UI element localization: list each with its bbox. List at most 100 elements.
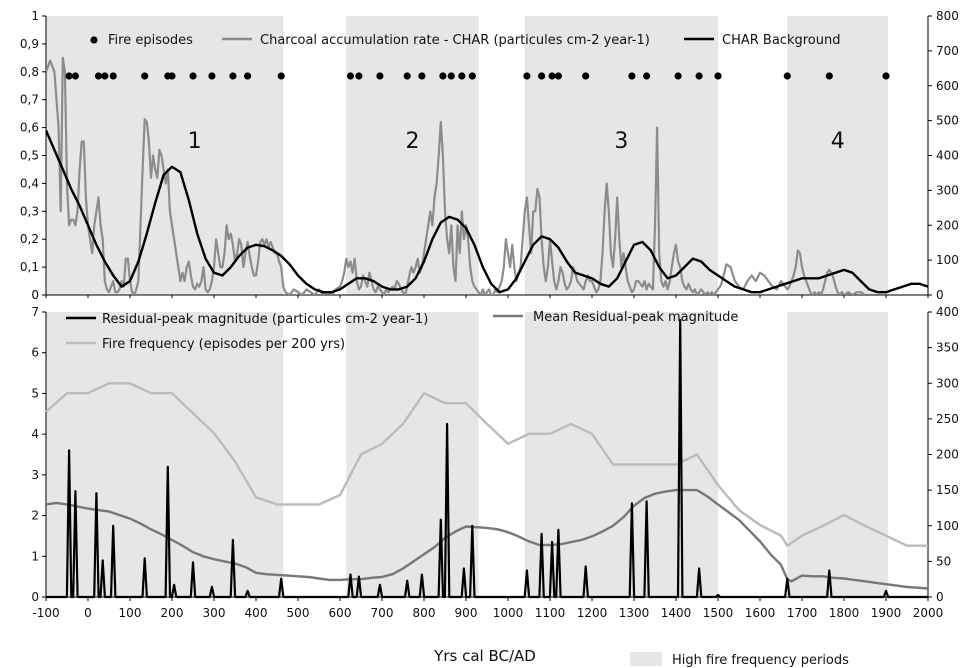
- fire-episode-point-13: [346, 72, 355, 80]
- fire-episode-point-0: [65, 72, 73, 80]
- x-tick-label-14: 1300: [619, 606, 650, 620]
- bottom-right-tick-label-8: 400: [936, 305, 959, 319]
- fire-episode-point-21: [468, 72, 476, 80]
- residual-peak-line: [46, 319, 928, 599]
- fire-episode-point-27: [628, 72, 636, 80]
- mean-residual-line: [45, 488, 929, 590]
- fire-episode-point-15: [376, 72, 384, 80]
- top-left-tick-label-8: 0,8: [20, 65, 39, 79]
- bottom-right-tick-label-5: 250: [936, 412, 959, 426]
- fire-episode-point-5: [141, 72, 149, 80]
- top-left-tick-label-6: 0,6: [20, 121, 39, 135]
- period-label-4: 4: [831, 129, 845, 154]
- x-tick-label-8: 700: [371, 606, 394, 620]
- top-left-tick-label-1: 0,1: [20, 260, 39, 274]
- x-tick-label-3: 200: [161, 606, 184, 620]
- x-axis-label: Yrs cal BC/AD: [433, 647, 536, 665]
- fire-episode-point-25: [554, 72, 563, 80]
- fire-episode-point-28: [643, 72, 651, 80]
- bottom-right-tick-label-7: 350: [936, 341, 959, 355]
- fire-episode-point-26: [582, 72, 590, 80]
- period-band-top-4: [787, 16, 889, 295]
- x-tick-label-7: 600: [329, 606, 352, 620]
- fire-episode-point-32: [783, 72, 791, 80]
- x-tick-label-1: 0: [84, 606, 92, 620]
- period-legend-swatch: [630, 652, 662, 666]
- fire-episode-point-22: [523, 72, 531, 80]
- top-left-tick-label-3: 0,3: [20, 204, 39, 218]
- fire-episode-point-11: [244, 72, 252, 80]
- x-tick-label-6: 500: [287, 606, 310, 620]
- top-right-tick-label-0: 0: [936, 288, 944, 302]
- x-tick-label-10: 900: [455, 606, 478, 620]
- fire-episode-point-31: [714, 72, 722, 80]
- fire-episode-point-18: [439, 72, 447, 80]
- fire-episode-point-2: [94, 72, 103, 80]
- x-tick-label-15: 1400: [661, 606, 692, 620]
- x-tick-label-21: 2000: [913, 606, 944, 620]
- x-tick-label-4: 300: [203, 606, 226, 620]
- x-tick-label-12: 1100: [535, 606, 566, 620]
- period-label-3: 3: [614, 129, 628, 154]
- fire-episode-point-8: [189, 72, 197, 80]
- x-tick-label-5: 400: [245, 606, 268, 620]
- period-legend: High fire frequency periods: [630, 652, 849, 668]
- legend-background: CHAR Background: [722, 33, 840, 48]
- top-right-tick-label-5: 500: [936, 114, 959, 128]
- fire-episode-point-33: [825, 72, 833, 80]
- top-left-tick-label-5: 0,5: [20, 149, 39, 163]
- fire-episode-point-9: [208, 72, 216, 80]
- fire-episode-point-4: [109, 72, 117, 80]
- bottom-right-tick-label-3: 150: [936, 483, 959, 497]
- fire-episode-point-12: [277, 72, 285, 80]
- top-right-tick-label-1: 100: [936, 253, 959, 267]
- legend-char: Charcoal accumulation rate - CHAR (parti…: [260, 33, 650, 48]
- x-tick-label-17: 1600: [745, 606, 776, 620]
- legend-residual: Residual-peak magnitude (particules cm-2…: [102, 312, 428, 327]
- period-legend-label: High fire frequency periods: [672, 653, 849, 668]
- bottom-left-tick-label-3: 3: [31, 468, 39, 482]
- fire-episode-point-17: [418, 72, 426, 80]
- period-band-bottom-4: [787, 312, 889, 597]
- bottom-left-tick-label-0: 0: [31, 590, 39, 604]
- period-band-bottom-3: [524, 312, 718, 597]
- char-line: [46, 56, 866, 295]
- top-right-tick-label-4: 400: [936, 149, 959, 163]
- bottom-right-tick-label-2: 100: [936, 519, 959, 533]
- fire-episode-point-23: [538, 72, 546, 80]
- legend-fire-episodes: Fire episodes: [108, 33, 193, 48]
- fire-episode-point-24: [548, 72, 556, 80]
- period-band-bottom-1: [46, 312, 284, 597]
- bottom-left-tick-label-4: 4: [31, 427, 39, 441]
- bottom-panel-series: [45, 319, 929, 599]
- x-tick-label-11: 1000: [493, 606, 524, 620]
- x-tick-label-2: 100: [119, 606, 142, 620]
- fire-episode-point-29: [674, 72, 682, 80]
- x-tick-label-20: 1900: [871, 606, 902, 620]
- bottom-right-tick-label-1: 50: [936, 554, 951, 568]
- fire-episode-point-1: [71, 72, 79, 80]
- fire-episode-point-19: [447, 72, 455, 80]
- x-tick-label-18: 1700: [787, 606, 818, 620]
- bottom-left-tick-label-2: 2: [31, 509, 39, 523]
- fire-episode-point-16: [403, 72, 411, 80]
- x-tick-label-19: 1800: [829, 606, 860, 620]
- top-panel-series: [46, 56, 928, 295]
- legend-fire-episode-marker: [90, 36, 98, 44]
- top-right-tick-label-7: 700: [936, 44, 959, 58]
- bottom-right-tick-label-6: 300: [936, 376, 959, 390]
- bottom-right-tick-label-4: 200: [936, 448, 959, 462]
- fire-episode-point-14: [355, 72, 363, 80]
- x-tick-label-0: -100: [32, 606, 59, 620]
- top-right-tick-label-8: 800: [936, 9, 959, 23]
- period-label-2: 2: [405, 129, 419, 154]
- fire-episode-point-7: [168, 72, 176, 80]
- bottom-left-tick-label-1: 1: [31, 549, 39, 563]
- top-right-tick-label-6: 600: [936, 79, 959, 93]
- axes: 00,10,20,30,40,50,60,70,80,9101002003004…: [20, 9, 959, 620]
- fire-episode-point-20: [458, 72, 466, 80]
- period-band-top-1: [46, 16, 284, 295]
- period-label-1: 1: [188, 129, 202, 154]
- char-background-line: [46, 129, 928, 294]
